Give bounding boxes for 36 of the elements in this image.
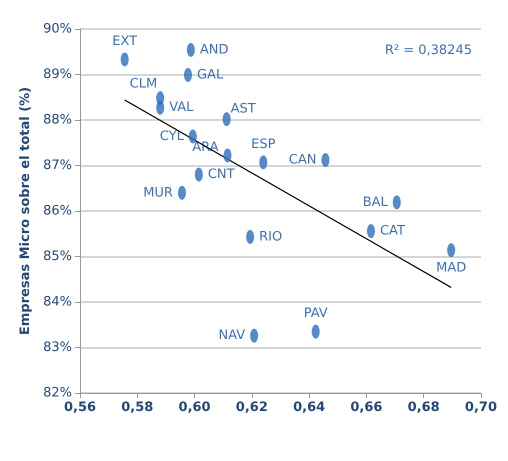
- annotation: NAV: [218, 328, 246, 344]
- annotation: RIO: [259, 229, 282, 244]
- annotation: AND: [200, 42, 228, 58]
- annotation: VAL: [169, 100, 194, 116]
- annotation: R² = 0,38245: [384, 43, 472, 58]
- x-tick-label: 0,56: [64, 400, 96, 415]
- x-tick-label: 0,60: [178, 400, 211, 415]
- annotation: ESP: [251, 136, 276, 152]
- annotation: AST: [230, 102, 256, 117]
- y-tick-label: 83%: [43, 340, 72, 355]
- y-tick-label: 87%: [43, 158, 72, 173]
- annotation: CYL: [160, 128, 185, 144]
- y-tick-label: 84%: [43, 294, 72, 310]
- y-tick-label: 82%: [43, 386, 72, 400]
- annotation: CLM: [130, 76, 158, 92]
- annotation: GAL: [196, 67, 224, 82]
- x-tick-label: 0,62: [236, 400, 268, 415]
- annotation: EXT: [112, 34, 138, 49]
- annotation: CAT: [380, 224, 405, 239]
- annotation: BAL: [362, 194, 389, 210]
- y-tick-label: 90%: [43, 22, 72, 36]
- y-tick-label: 89%: [43, 67, 72, 82]
- x-tick-label: 0,58: [121, 400, 154, 415]
- y-tick-label: 85%: [43, 249, 72, 264]
- annotation: MUR: [143, 185, 173, 200]
- annotation: CAN: [288, 152, 316, 168]
- annotation: PAV: [304, 306, 328, 322]
- y-tick-label: 86%: [43, 204, 72, 218]
- x-tick-label: 0,70: [464, 400, 497, 415]
- x-tick-label: 0,66: [350, 400, 382, 415]
- x-tick-label: 0,68: [408, 400, 440, 415]
- annotation: MAD: [436, 260, 466, 276]
- annotation: CNT: [208, 167, 235, 182]
- x-tick-label: 0,64: [293, 400, 326, 415]
- y-axis-title: Empresas Micro sobre el total (%): [18, 86, 33, 336]
- y-tick-label: 88%: [43, 112, 72, 128]
